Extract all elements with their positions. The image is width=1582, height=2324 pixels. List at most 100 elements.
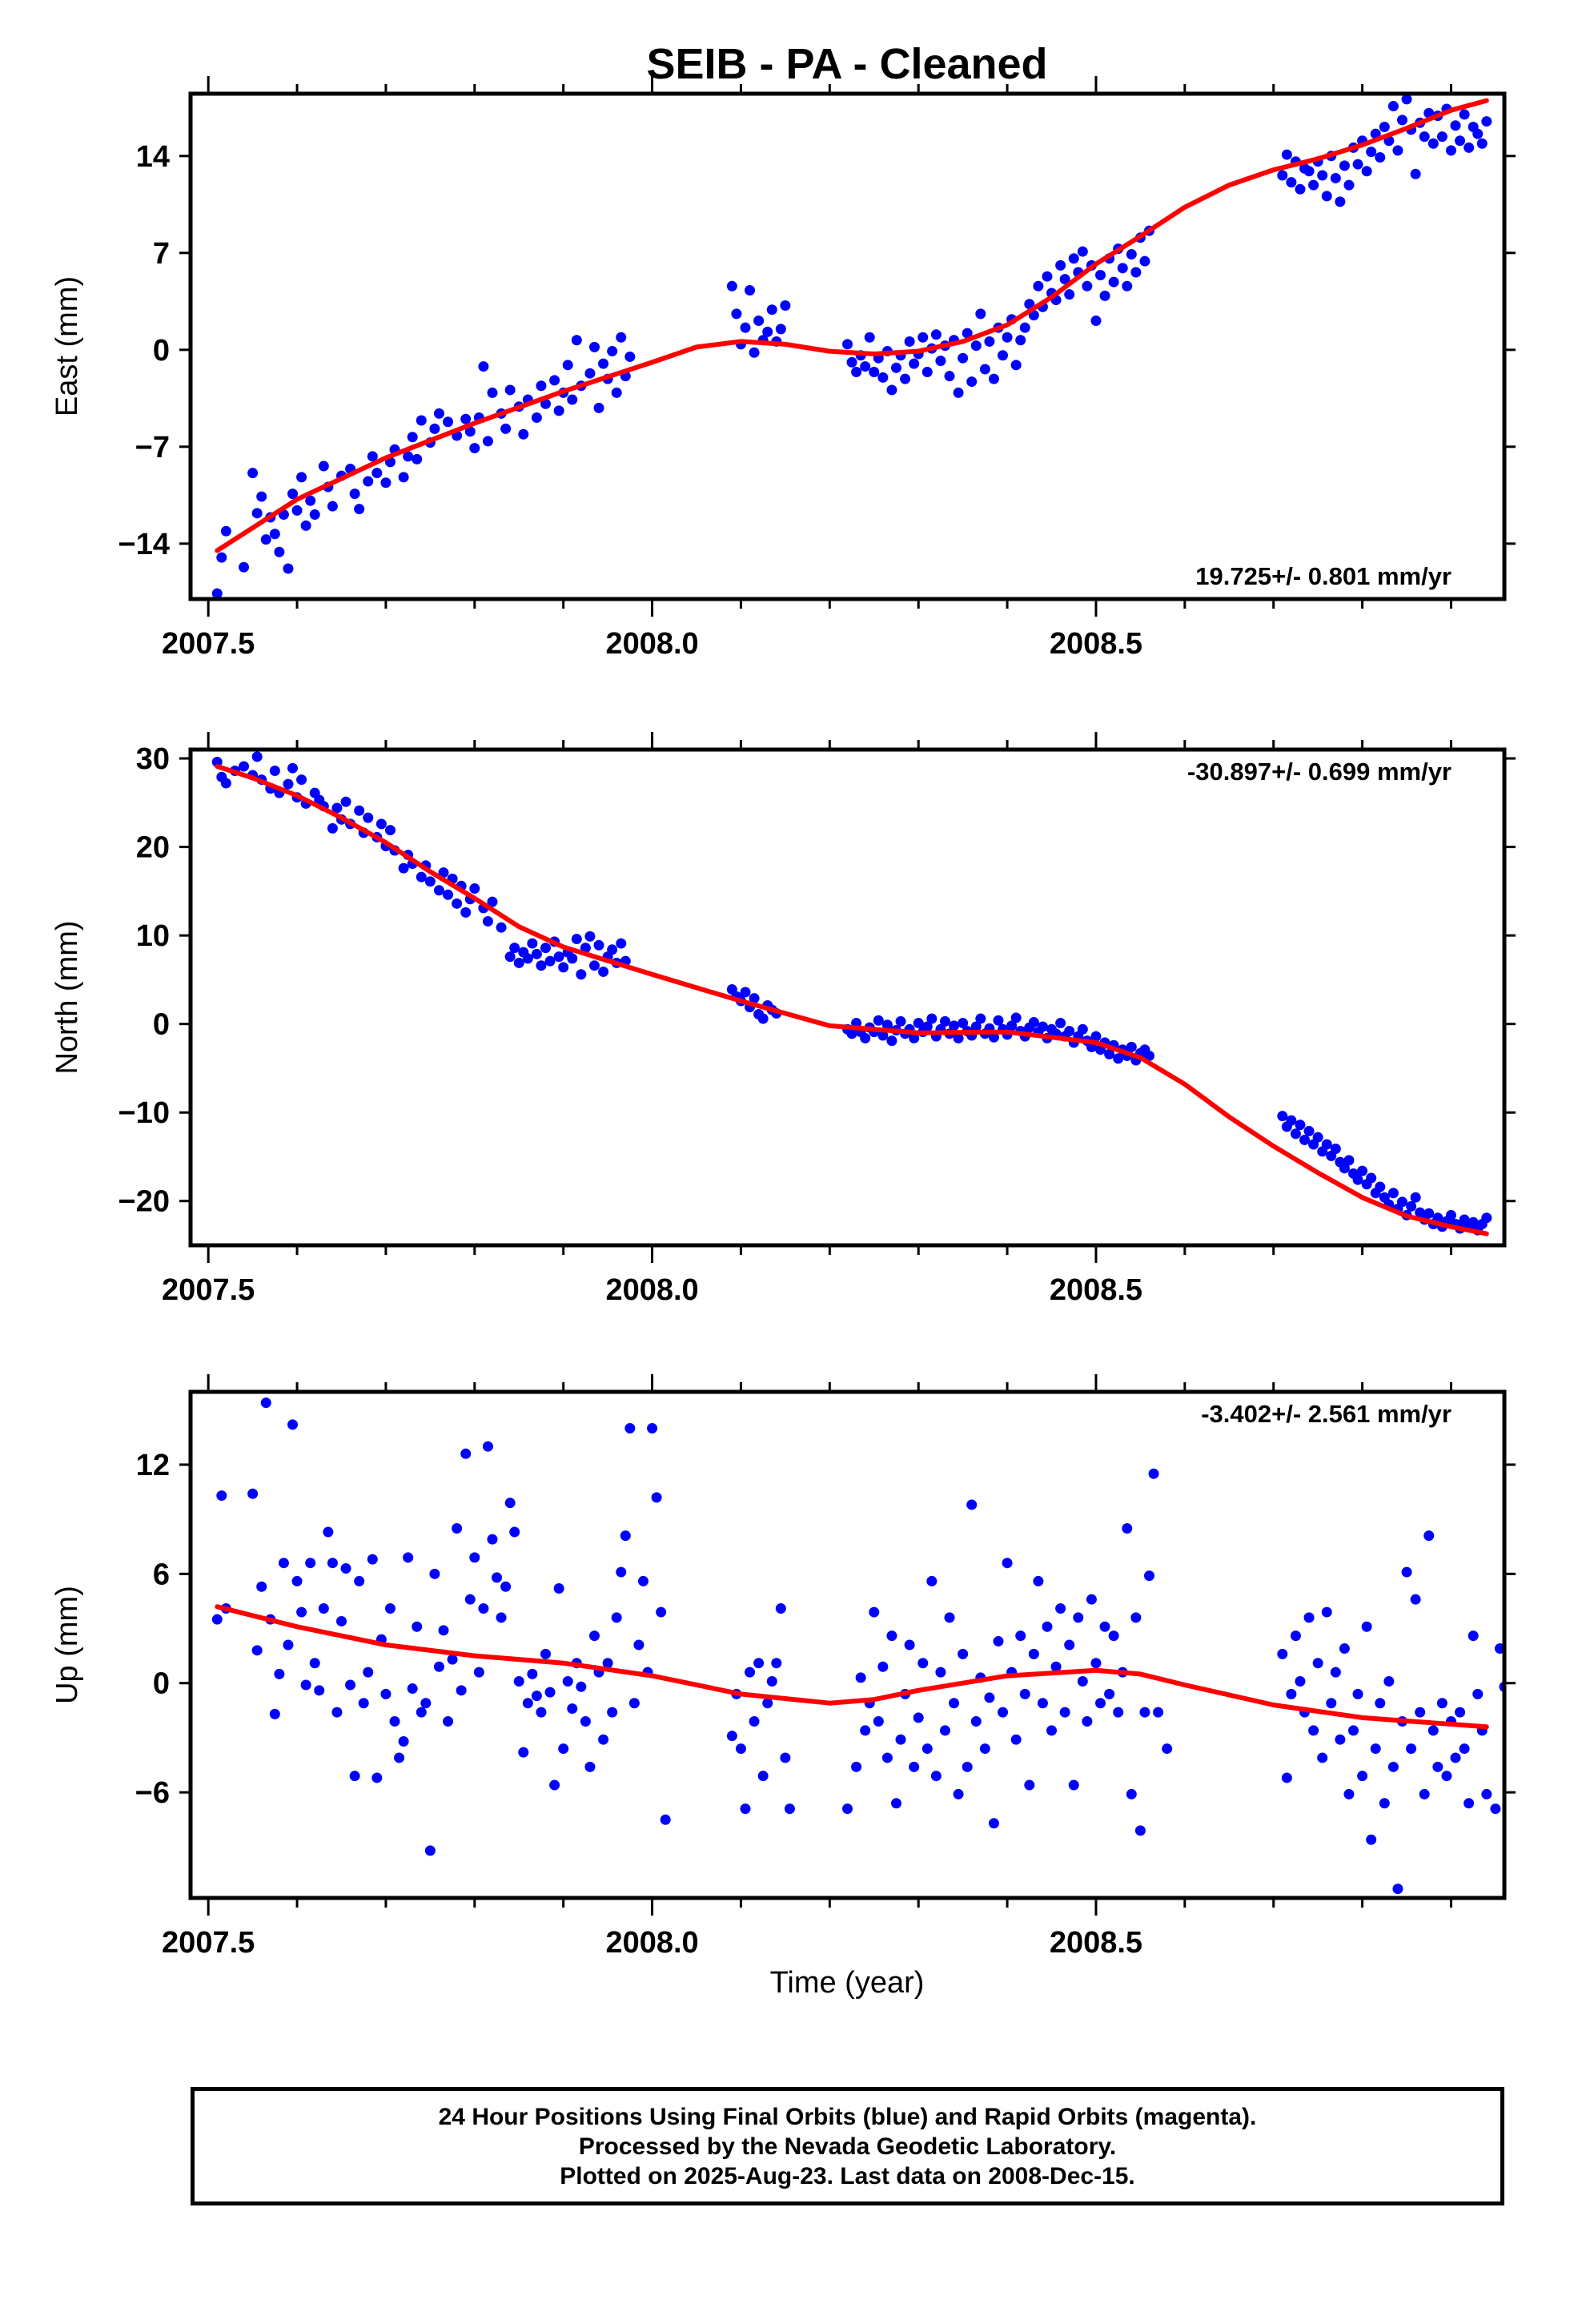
north-data-point xyxy=(220,778,231,789)
east-data-point xyxy=(327,501,338,512)
east-data-point xyxy=(469,443,480,454)
north-data-point xyxy=(558,962,569,973)
east-data-point xyxy=(1352,159,1363,170)
east-data-point xyxy=(890,362,901,373)
north-data-point xyxy=(251,751,263,762)
east-data-point xyxy=(593,402,604,413)
east-data-point xyxy=(1361,166,1372,177)
north-data-point xyxy=(513,957,524,968)
up-data-point xyxy=(766,1675,777,1687)
east-data-point xyxy=(1375,152,1386,163)
east-data-point xyxy=(269,529,280,540)
up-data-point xyxy=(438,1625,449,1636)
east-data-point xyxy=(930,329,942,340)
east-data-point xyxy=(1068,253,1079,264)
up-data-point xyxy=(416,1707,427,1718)
north-data-point xyxy=(540,943,552,954)
east-data-point xyxy=(1419,131,1430,143)
up-data-point xyxy=(1290,1630,1301,1642)
north-data-point xyxy=(1481,1212,1492,1224)
up-data-point xyxy=(309,1658,320,1669)
up-data-point xyxy=(998,1707,1009,1718)
up-data-point xyxy=(860,1725,871,1736)
east-data-point xyxy=(953,387,964,398)
east-data-point xyxy=(371,468,383,479)
east-data-point xyxy=(1339,160,1350,171)
up-data-point xyxy=(913,1712,924,1723)
up-data-point xyxy=(1095,1698,1106,1709)
north-data-point xyxy=(567,953,578,964)
up-data-point xyxy=(305,1558,316,1569)
up-data-point xyxy=(984,1692,995,1703)
east-data-point xyxy=(753,316,765,327)
east-data-point xyxy=(1082,280,1093,292)
up-data-point xyxy=(745,1667,756,1678)
north-data-point xyxy=(949,1020,960,1031)
east-data-point xyxy=(1019,322,1030,333)
east-data-point xyxy=(216,552,227,563)
up-panel: 12 6 0 −6 2007.5 2008.0 2008.5 Up (mm) -3.402+/-… xyxy=(50,1374,1516,1960)
north-data-point xyxy=(363,812,374,823)
up-data-point xyxy=(558,1743,569,1755)
east-data-point xyxy=(624,351,636,362)
east-data-point xyxy=(611,387,622,398)
up-data-point xyxy=(877,1661,889,1672)
north-data-point xyxy=(504,951,516,963)
north-data-point xyxy=(443,889,454,900)
north-data-point xyxy=(416,871,427,883)
up-data-point xyxy=(1024,1779,1035,1791)
up-data-point xyxy=(274,1668,285,1679)
up-data-point xyxy=(935,1667,946,1678)
east-data-point xyxy=(1343,179,1355,191)
chart-title: SEIB - PA - Cleaned xyxy=(646,40,1047,88)
up-data-point xyxy=(869,1606,880,1618)
east-data-point xyxy=(1042,271,1053,282)
east-data-point xyxy=(407,432,418,443)
up-data-point xyxy=(1281,1772,1292,1783)
east-data-point xyxy=(274,546,285,557)
east-data-point xyxy=(562,360,573,371)
up-data-point xyxy=(1432,1761,1443,1772)
east-data-point xyxy=(367,451,378,462)
up-data-point xyxy=(1143,1570,1154,1582)
east-data-point xyxy=(1401,94,1412,105)
east-data-point xyxy=(775,324,786,335)
up-data-point xyxy=(549,1779,560,1791)
east-data-point xyxy=(1095,269,1106,280)
east-data-point xyxy=(851,366,862,377)
up-data-point xyxy=(478,1603,489,1614)
north-xtick-label: 2008.5 xyxy=(1050,1273,1142,1307)
north-data-point xyxy=(909,1032,920,1043)
up-data-point xyxy=(647,1422,658,1433)
north-ytick-label: −10 xyxy=(118,1096,170,1130)
east-data-point xyxy=(864,332,875,343)
up-data-point xyxy=(1073,1612,1084,1623)
east-data-point xyxy=(309,509,320,521)
up-data-point xyxy=(1379,1798,1390,1809)
up-data-point xyxy=(447,1654,458,1665)
north-xtick-label: 2008.0 xyxy=(605,1273,698,1307)
up-data-point xyxy=(1348,1725,1359,1736)
north-data-point xyxy=(953,1032,964,1043)
up-data-point xyxy=(1113,1707,1124,1718)
east-data-point xyxy=(460,413,472,424)
north-data-point xyxy=(354,805,365,816)
east-data-point xyxy=(1427,138,1439,149)
up-data-point xyxy=(873,1715,884,1727)
up-data-point xyxy=(1387,1761,1399,1772)
east-data-point xyxy=(1002,332,1013,343)
up-data-point xyxy=(881,1752,893,1763)
east-data-point xyxy=(1445,145,1456,156)
up-data-point xyxy=(482,1441,493,1452)
east-data-point xyxy=(291,505,303,516)
east-ytick-label: −14 xyxy=(118,528,170,561)
up-data-point xyxy=(540,1648,552,1659)
north-data-point xyxy=(588,960,600,971)
up-data-point xyxy=(380,1688,391,1699)
east-data-point xyxy=(886,384,897,396)
east-data-point xyxy=(251,508,263,519)
east-data-point xyxy=(966,376,978,388)
east-data-point xyxy=(1366,147,1377,158)
up-data-point xyxy=(553,1583,564,1594)
north-data-point xyxy=(211,756,223,767)
